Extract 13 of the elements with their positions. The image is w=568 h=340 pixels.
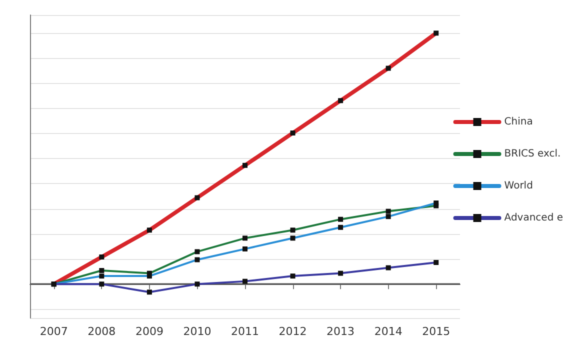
x-tick-label: 2007 [40,325,68,338]
x-tick-label: 2008 [88,325,116,338]
x-tick-label: 2011 [231,325,259,338]
x-tick-label: 2009 [135,325,164,338]
legend-label: World [504,180,533,192]
x-tick-label: 2013 [326,325,355,338]
legend-label: Advanced e [504,212,564,224]
x-tick-label: 2015 [422,325,450,338]
x-tick-label: 2014 [374,325,402,338]
legend-label: China [504,116,533,128]
x-tick-label: 2010 [183,325,212,338]
x-tick-label: 2012 [278,325,307,338]
legend-label: BRICS excl. [504,148,561,160]
